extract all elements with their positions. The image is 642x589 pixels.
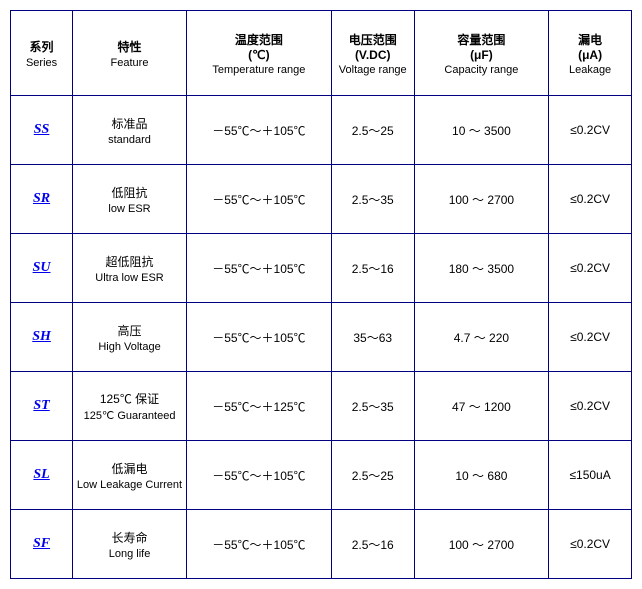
cell-cap: 100 ～ 2700 — [414, 165, 549, 234]
cell-temp: －55℃～＋105℃ — [186, 165, 331, 234]
series-link[interactable]: SU — [33, 260, 51, 275]
header-cn: 特性 — [75, 38, 184, 55]
feature-en: 125℃ Guaranteed — [75, 409, 184, 422]
cell-series: SU — [11, 234, 73, 303]
header-series: 系列 Series — [11, 11, 73, 96]
cell-series: SL — [11, 441, 73, 510]
cell-feature: 标准品 standard — [73, 96, 187, 165]
cell-leak: ≤0.2CV — [549, 303, 632, 372]
cell-feature: 长寿命 Long life — [73, 510, 187, 579]
series-link[interactable]: SL — [33, 467, 49, 482]
feature-en: Long life — [75, 548, 184, 560]
header-volt: 电压范围 (V.DC) Voltage range — [331, 11, 414, 96]
cell-temp: －55℃～＋105℃ — [186, 234, 331, 303]
cell-temp: －55℃～＋105℃ — [186, 96, 331, 165]
cell-cap: 4.7 ～ 220 — [414, 303, 549, 372]
header-row: 系列 Series 特性 Feature 温度范围 (℃) Temperatur… — [11, 11, 632, 96]
table-row: SF 长寿命 Long life－55℃～＋105℃2.5～16100 ～ 2700… — [11, 510, 632, 579]
cell-leak: ≤150uA — [549, 441, 632, 510]
header-cn: 温度范围 — [189, 31, 329, 48]
cell-series: SF — [11, 510, 73, 579]
feature-cn: 高压 — [75, 322, 184, 339]
header-cn: 漏电 — [551, 31, 629, 48]
feature-en: Ultra low ESR — [75, 272, 184, 284]
cell-feature: 低阻抗 low ESR — [73, 165, 187, 234]
series-link[interactable]: SS — [34, 122, 50, 137]
cell-cap: 100 ～ 2700 — [414, 510, 549, 579]
feature-cn: 125℃ 保证 — [75, 390, 184, 407]
series-link[interactable]: SF — [33, 536, 50, 551]
header-en: Feature — [75, 57, 184, 69]
cell-cap: 10 ～ 680 — [414, 441, 549, 510]
cell-cap: 47 ～ 1200 — [414, 372, 549, 441]
cell-series: SH — [11, 303, 73, 372]
feature-cn: 低阻抗 — [75, 184, 184, 201]
feature-en: standard — [75, 134, 184, 146]
cell-volt: 2.5～16 — [331, 510, 414, 579]
header-cn: 容量范围 — [417, 31, 547, 48]
header-en: Capacity range — [417, 64, 547, 76]
series-link[interactable]: SR — [33, 191, 50, 206]
cell-leak: ≤0.2CV — [549, 372, 632, 441]
table-body: SS标准品standard－55℃～＋105℃2.5～2510 ～ 3500≤0… — [11, 96, 632, 579]
header-cn: 系列 — [13, 38, 70, 55]
cell-leak: ≤0.2CV — [549, 234, 632, 303]
header-en: Series — [13, 57, 70, 69]
header-en: Leakage — [551, 64, 629, 76]
cell-volt: 2.5～35 — [331, 372, 414, 441]
cell-leak: ≤0.2CV — [549, 165, 632, 234]
cell-feature: 超低阻抗 Ultra low ESR — [73, 234, 187, 303]
series-link[interactable]: ST — [33, 398, 49, 413]
cell-series: SS — [11, 96, 73, 165]
header-leak: 漏电 (μA) Leakage — [549, 11, 632, 96]
feature-en: Low Leakage Current — [75, 479, 184, 491]
header-en: Temperature range — [189, 64, 329, 76]
cell-series: ST — [11, 372, 73, 441]
cell-series: SR — [11, 165, 73, 234]
cell-volt: 2.5～16 — [331, 234, 414, 303]
header-unit: (μF) — [417, 48, 547, 62]
table-row: SR 低阻抗 low ESR－55℃～＋105℃2.5～35100 ～ 2700≤0… — [11, 165, 632, 234]
feature-cn: 长寿命 — [75, 529, 184, 546]
cell-volt: 2.5～35 — [331, 165, 414, 234]
header-en: Voltage range — [334, 64, 412, 76]
feature-en: High Voltage — [75, 341, 184, 353]
cell-temp: －55℃～＋105℃ — [186, 441, 331, 510]
header-temp: 温度范围 (℃) Temperature range — [186, 11, 331, 96]
table-row: SU 超低阻抗 Ultra low ESR－55℃～＋105℃2.5～16180 ～… — [11, 234, 632, 303]
table-row: ST 125℃ 保证 125℃ Guaranteed－55℃～＋125℃2.5～35… — [11, 372, 632, 441]
cell-temp: －55℃～＋105℃ — [186, 510, 331, 579]
cell-feature: 高压 High Voltage — [73, 303, 187, 372]
cell-leak: ≤0.2CV — [549, 510, 632, 579]
cell-feature: 低漏电 Low Leakage Current — [73, 441, 187, 510]
table-row: SH 高压 High Voltage－55℃～＋105℃35～634.7 ～ 220… — [11, 303, 632, 372]
spec-table: 系列 Series 特性 Feature 温度范围 (℃) Temperatur… — [10, 10, 632, 579]
cell-cap: 180 ～ 3500 — [414, 234, 549, 303]
feature-cn: 超低阻抗 — [75, 253, 184, 270]
cell-temp: －55℃～＋105℃ — [186, 303, 331, 372]
header-unit: (℃) — [189, 48, 329, 62]
cell-cap: 10 ～ 3500 — [414, 96, 549, 165]
feature-cn: 标准品 — [75, 115, 184, 132]
cell-leak: ≤0.2CV — [549, 96, 632, 165]
header-unit: (V.DC) — [334, 48, 412, 62]
header-unit: (μA) — [551, 48, 629, 62]
table-row: SL 低漏电 Low Leakage Current－55℃～＋105℃2.5～25… — [11, 441, 632, 510]
cell-volt: 2.5～25 — [331, 96, 414, 165]
cell-volt: 35～63 — [331, 303, 414, 372]
header-cn: 电压范围 — [334, 31, 412, 48]
feature-en: low ESR — [75, 203, 184, 215]
cell-feature: 125℃ 保证 125℃ Guaranteed — [73, 372, 187, 441]
cell-volt: 2.5～25 — [331, 441, 414, 510]
feature-cn: 低漏电 — [75, 460, 184, 477]
table-row: SS 标准品 standard－55℃～＋105℃2.5～2510 ～ 3500≤0… — [11, 96, 632, 165]
cell-temp: －55℃～＋125℃ — [186, 372, 331, 441]
header-cap: 容量范围 (μF) Capacity range — [414, 11, 549, 96]
series-link[interactable]: SH — [32, 329, 51, 344]
header-feature: 特性 Feature — [73, 11, 187, 96]
